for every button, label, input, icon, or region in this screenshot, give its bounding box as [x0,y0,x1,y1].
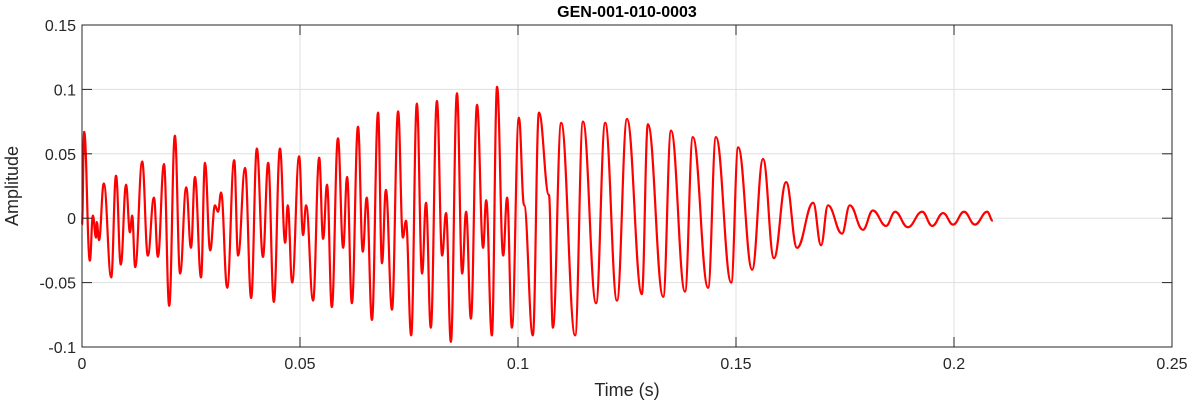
y-tick-label: 0.1 [54,82,76,99]
y-tick-label: -0.05 [40,276,77,293]
x-tick-label: 0 [78,356,87,373]
x-tick-label: 0.1 [507,356,529,373]
y-tick-label: 0.05 [45,147,76,164]
y-tick-label: 0 [67,211,76,228]
x-tick-label: 0.15 [720,356,751,373]
y-tick-label: -0.1 [48,340,76,357]
ticks: 0 0.05 0.1 0.15 0.2 0.25 -0.1 -0.05 0 0.05 0.1 0.15 [40,18,1188,373]
chart-title: GEN-001-010-0003 [557,4,697,21]
y-axis-label: Amplitude [2,146,22,226]
x-tick-label: 0.2 [943,356,965,373]
series-line-0 [80,85,994,343]
plot-area [80,85,994,343]
x-axis-label: Time (s) [594,380,659,400]
x-tick-label: 0.05 [284,356,315,373]
x-tick-label: 0.25 [1156,356,1187,373]
y-tick-label: 0.15 [45,18,76,35]
axes-box [81,24,1173,348]
grid [81,24,1173,348]
